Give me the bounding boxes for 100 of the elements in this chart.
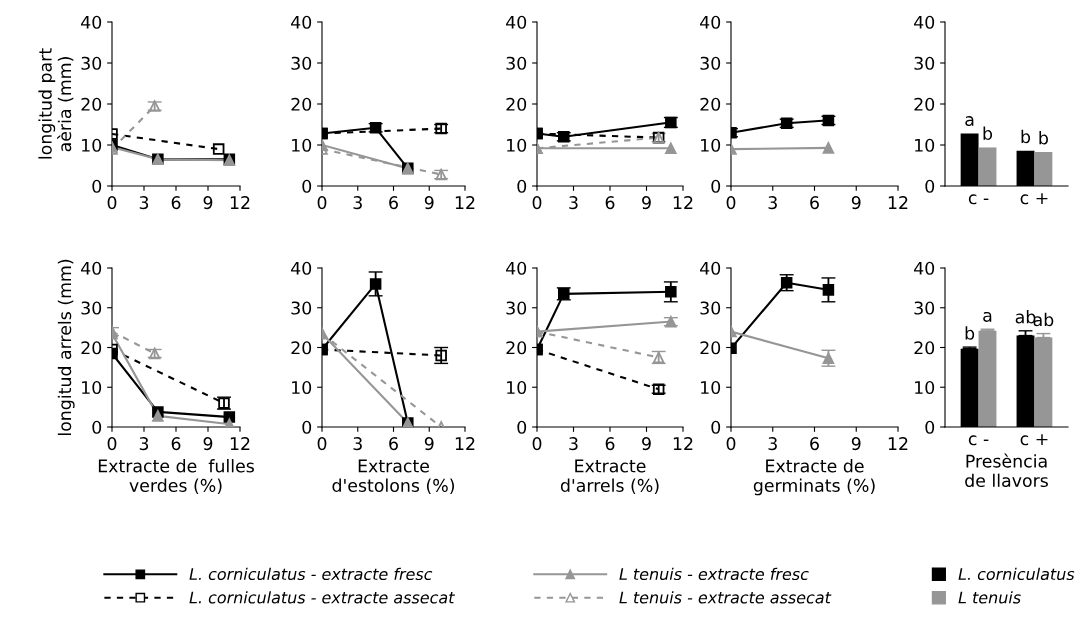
x-tick-label: 9 bbox=[642, 437, 651, 451]
x-axis-title: Extracte d'estolons (%) bbox=[332, 459, 455, 494]
y-tick-label: 10 bbox=[507, 138, 527, 152]
x-tick-label: 0 bbox=[726, 196, 736, 210]
x-tick-label: 9 bbox=[203, 196, 213, 210]
y-tick-label: 40 bbox=[914, 261, 935, 275]
x-axis-title: Extracte de fulles verdes (%) bbox=[98, 459, 254, 494]
y-tick-label: 20 bbox=[291, 97, 312, 111]
legend-label: L. corniculatus bbox=[958, 567, 1075, 581]
legend-label: L tenuis - extracte fresc bbox=[619, 567, 809, 581]
legend-label: L tenuis bbox=[958, 591, 1021, 604]
x-tick-label: 0 bbox=[317, 437, 327, 451]
x-tick-label: 0 bbox=[532, 196, 542, 210]
data-label: a bbox=[983, 311, 992, 322]
x-tick-label: 6 bbox=[389, 437, 398, 451]
y-tick-label: 30 bbox=[506, 301, 527, 315]
x-tick-label: 3 bbox=[353, 437, 362, 451]
x-tick-label: 3 bbox=[569, 196, 578, 210]
y-tick-label: 20 bbox=[506, 97, 527, 111]
y-tick-label: 30 bbox=[700, 301, 721, 315]
y-tick-label: 40 bbox=[700, 15, 721, 29]
y-axis-title: longitud arrels (mm) bbox=[57, 259, 75, 436]
x-tick-label: 9 bbox=[642, 196, 651, 210]
x-tick-label: 0 bbox=[532, 437, 542, 451]
y-tick-label: 10 bbox=[82, 380, 102, 395]
y-tick-label: 0 bbox=[302, 420, 312, 434]
x-tick-label: 6 bbox=[605, 196, 615, 210]
data-label: b bbox=[965, 326, 975, 340]
y-tick-label: 40 bbox=[81, 15, 102, 29]
x-axis-title: Extracte de germinats (%) bbox=[753, 459, 875, 496]
y-tick-label: 20 bbox=[81, 97, 102, 111]
data-label: a bbox=[965, 116, 974, 127]
y-tick-label: 30 bbox=[81, 56, 102, 70]
y-tick-label: 40 bbox=[914, 15, 935, 29]
x-tick-label: 0 bbox=[107, 196, 117, 210]
y-tick-label: 40 bbox=[700, 261, 721, 275]
legend-label: L. corniculatus - extracte assecat bbox=[189, 591, 455, 604]
y-tick-label: 20 bbox=[81, 341, 102, 355]
x-tick-label: 9 bbox=[851, 196, 861, 210]
data-label: b bbox=[983, 126, 993, 140]
x-tick-label: 12 bbox=[230, 437, 250, 450]
x-tick-label: 0 bbox=[107, 437, 117, 451]
x-tick-label: 12 bbox=[888, 437, 908, 450]
y-tick-label: 10 bbox=[701, 138, 721, 152]
x-tick-label: 3 bbox=[139, 196, 149, 210]
y-tick-label: 30 bbox=[914, 301, 935, 315]
y-tick-label: 10 bbox=[915, 380, 935, 395]
y-tick-label: 0 bbox=[711, 420, 721, 434]
x-tick-label: 6 bbox=[171, 196, 181, 210]
x-tick-label: c + bbox=[1020, 193, 1048, 205]
x-axis-title: Presència de llavors bbox=[965, 453, 1048, 488]
legend-label: L. corniculatus - extracte fresc bbox=[189, 567, 433, 581]
x-tick-label: 9 bbox=[424, 437, 434, 451]
x-tick-label: 12 bbox=[673, 437, 693, 450]
x-tick-label: 6 bbox=[389, 196, 398, 210]
y-tick-label: 10 bbox=[701, 380, 721, 395]
y-tick-label: 10 bbox=[292, 380, 312, 395]
x-tick-label: 3 bbox=[353, 196, 362, 210]
y-tick-label: 0 bbox=[925, 179, 935, 193]
x-tick-label: 0 bbox=[726, 437, 736, 451]
y-tick-label: 10 bbox=[292, 138, 312, 152]
x-tick-label: 3 bbox=[569, 437, 578, 451]
data-label: b bbox=[1021, 129, 1031, 144]
y-tick-label: 40 bbox=[81, 261, 102, 275]
y-tick-label: 30 bbox=[291, 301, 312, 315]
x-tick-label: 6 bbox=[810, 196, 819, 210]
legend-label: L tenuis - extracte assecat bbox=[619, 591, 832, 604]
y-tick-label: 0 bbox=[302, 179, 312, 193]
x-tick-label: c - bbox=[968, 435, 989, 446]
x-tick-label: 12 bbox=[673, 196, 693, 209]
y-tick-label: 30 bbox=[291, 56, 312, 70]
y-tick-label: 30 bbox=[914, 56, 935, 70]
y-tick-label: 30 bbox=[506, 56, 527, 70]
x-tick-label: 12 bbox=[455, 437, 475, 450]
y-tick-label: 20 bbox=[506, 341, 527, 355]
y-tick-label: 40 bbox=[506, 261, 527, 275]
x-tick-label: 12 bbox=[888, 196, 908, 209]
x-tick-label: 12 bbox=[230, 196, 250, 209]
y-tick-label: 0 bbox=[517, 420, 527, 434]
x-tick-label: 9 bbox=[851, 437, 861, 451]
y-tick-label: 0 bbox=[711, 179, 721, 193]
y-tick-label: 20 bbox=[700, 97, 721, 111]
x-axis-title: Extracte d'arrels (%) bbox=[560, 459, 659, 494]
x-tick-label: 3 bbox=[768, 437, 777, 451]
y-tick-label: 0 bbox=[92, 179, 102, 193]
x-tick-label: 3 bbox=[768, 196, 777, 210]
x-tick-label: 9 bbox=[203, 437, 213, 451]
y-tick-label: 0 bbox=[517, 179, 527, 193]
y-tick-label: 20 bbox=[700, 341, 721, 355]
x-tick-label: 12 bbox=[455, 196, 475, 209]
x-tick-label: c - bbox=[968, 194, 989, 205]
y-tick-label: 40 bbox=[291, 261, 312, 275]
y-tick-label: 0 bbox=[925, 420, 935, 434]
x-tick-label: 9 bbox=[424, 196, 434, 210]
x-tick-label: 6 bbox=[171, 437, 181, 451]
y-tick-label: 10 bbox=[915, 138, 935, 152]
y-tick-label: 0 bbox=[92, 420, 102, 434]
y-tick-label: 30 bbox=[81, 301, 102, 315]
x-tick-label: 0 bbox=[317, 196, 327, 210]
x-tick-label: 6 bbox=[605, 437, 615, 451]
